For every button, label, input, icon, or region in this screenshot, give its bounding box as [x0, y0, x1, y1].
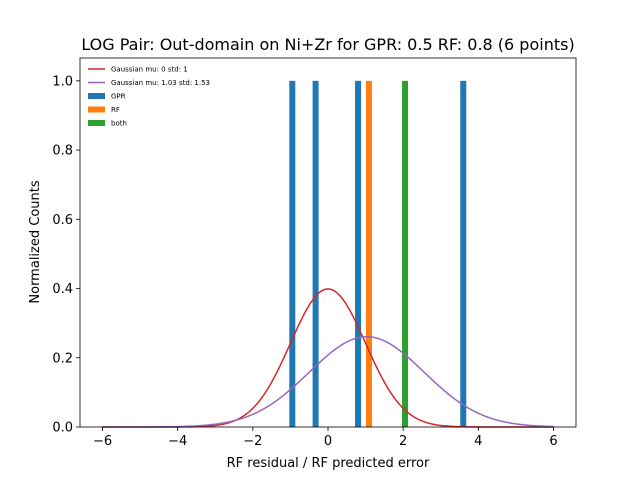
- y-axis: 0.0 0.2 0.4 0.6 0.8 1.0: [52, 74, 80, 436]
- x-tick-label: 6: [549, 434, 557, 449]
- y-tick-label: 0.0: [52, 421, 73, 436]
- legend-swatch: [88, 120, 105, 126]
- bar-gpr: [355, 80, 362, 427]
- legend-label: both: [111, 120, 127, 128]
- x-axis: −6 −4 −2 0 2 4 6: [93, 427, 558, 449]
- legend-swatch: [88, 106, 105, 113]
- bar-both: [402, 80, 409, 427]
- bar-gpr: [460, 80, 467, 427]
- x-tick-label: 2: [399, 434, 407, 449]
- legend-label: GPR: [111, 93, 126, 101]
- legend-swatch: [88, 93, 105, 99]
- gaussian-line-2: [102, 335, 554, 428]
- legend: Gaussian mu: 0 std: 1 Gaussian mu: 1.03 s…: [88, 66, 210, 128]
- legend-label: Gaussian mu: 0 std: 1: [111, 66, 188, 74]
- legend-label: RF: [111, 106, 120, 114]
- x-axis-label: RF residual / RF predicted error: [227, 456, 430, 471]
- x-tick-label: 4: [474, 434, 482, 449]
- x-tick-label: 0: [324, 434, 332, 449]
- legend-label: Gaussian mu: 1.03 std: 1.53: [111, 79, 210, 87]
- bar-gpr: [289, 80, 296, 427]
- y-tick-label: 0.2: [52, 351, 73, 366]
- y-tick-label: 0.4: [52, 282, 73, 297]
- bar-gpr: [312, 80, 319, 427]
- y-tick-label: 1.0: [52, 74, 73, 89]
- y-tick-label: 0.8: [52, 144, 73, 159]
- x-tick-label: −4: [168, 434, 187, 449]
- y-tick-label: 0.6: [52, 213, 73, 228]
- bar-rf: [365, 80, 372, 427]
- chart-title: LOG Pair: Out-domain on Ni+Zr for GPR: 0…: [81, 35, 574, 54]
- y-axis-label: Normalized Counts: [28, 180, 43, 303]
- x-tick-label: −2: [243, 434, 262, 449]
- x-tick-label: −6: [93, 434, 112, 449]
- bars-group: [289, 80, 467, 427]
